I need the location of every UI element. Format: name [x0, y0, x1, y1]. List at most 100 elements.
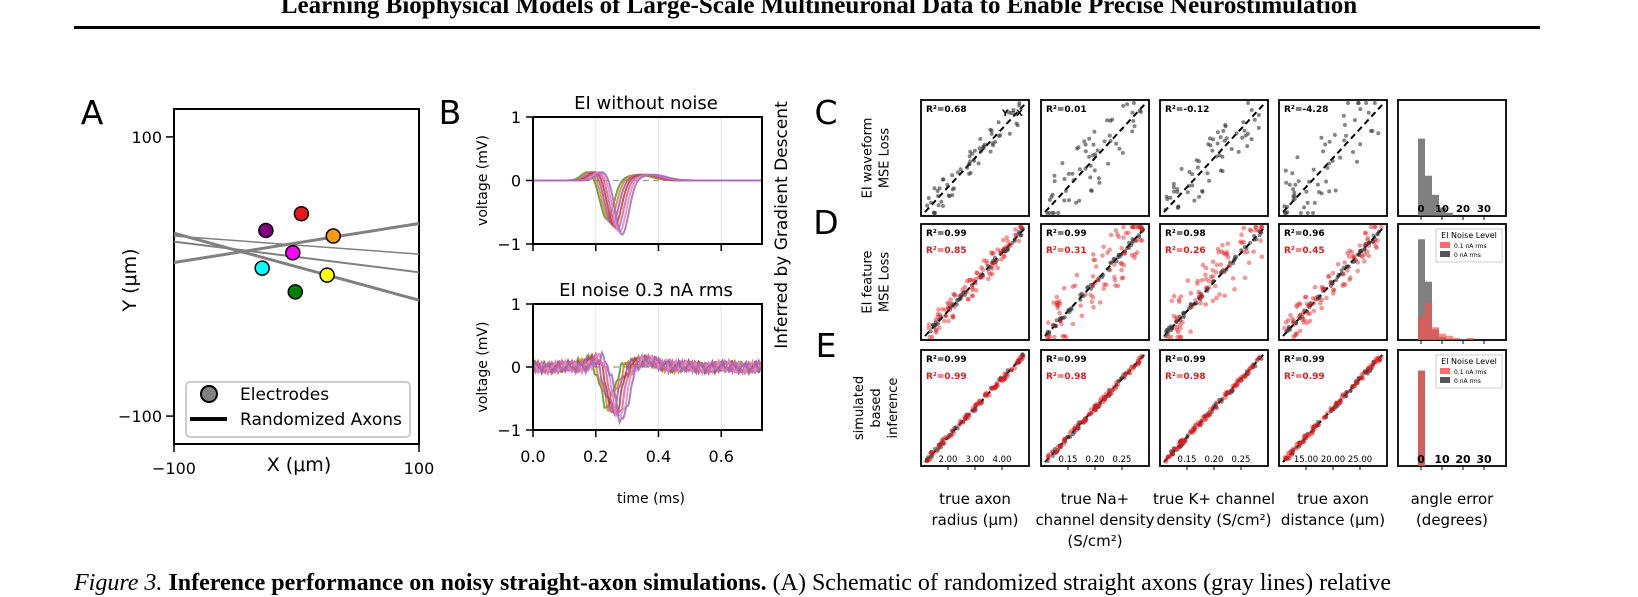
data-point: [984, 261, 990, 266]
data-point: [1126, 367, 1132, 373]
data-point: [1234, 382, 1240, 387]
data-point: [1224, 267, 1229, 272]
column-label: true axon: [939, 490, 1011, 508]
data-point: [1359, 249, 1364, 254]
data-point: [1210, 405, 1215, 410]
data-point: [1058, 318, 1063, 323]
axes-frame: [532, 303, 763, 431]
data-point: [995, 383, 1000, 388]
data-point: [1301, 310, 1306, 315]
data-point: [1206, 413, 1210, 418]
data-point: [1358, 107, 1363, 112]
data-point: [948, 306, 953, 311]
data-point: [1233, 382, 1239, 387]
data-point: [1285, 204, 1290, 209]
data-point: [1081, 417, 1087, 423]
data-point: [970, 405, 976, 411]
data-point: [1200, 415, 1206, 420]
data-point: [1129, 224, 1135, 230]
data-point: [1220, 242, 1225, 248]
data-point: [1284, 455, 1289, 461]
data-point: [1164, 194, 1169, 199]
data-point: [1177, 322, 1183, 328]
data-point: [1309, 431, 1315, 436]
x-tick-label: 0.20: [1086, 455, 1105, 465]
data-point: [1062, 436, 1068, 442]
data-point: [929, 454, 934, 459]
data-point: [1191, 429, 1196, 434]
data-point: [1165, 334, 1171, 340]
data-point: [1045, 453, 1051, 459]
data-point: [1056, 211, 1061, 215]
data-point: [1181, 438, 1187, 443]
data-point: [1343, 392, 1348, 397]
data-point: [1176, 441, 1181, 447]
data-point: [1197, 422, 1202, 427]
data-point: [1241, 249, 1247, 254]
data-point: [973, 281, 978, 285]
data-point: [1072, 430, 1077, 435]
data-point: [1351, 255, 1357, 261]
data-point: [1112, 274, 1117, 280]
data-point: [1362, 369, 1368, 375]
data-point: [1335, 262, 1341, 267]
data-point: [1237, 378, 1242, 384]
data-point: [1092, 280, 1098, 286]
data-point: [1130, 224, 1136, 230]
data-point: [1210, 268, 1216, 273]
data-point: [1180, 438, 1185, 444]
data-point: [1112, 278, 1118, 283]
data-point: [1190, 172, 1195, 177]
data-point: [1371, 233, 1376, 238]
data-point: [1227, 262, 1233, 268]
data-point: [1321, 415, 1327, 421]
r2-label: R²=-4.28: [1284, 105, 1328, 115]
data-point: [1324, 179, 1329, 184]
data-point: [1232, 382, 1238, 388]
row-label: EI waveform: [861, 118, 876, 199]
data-point: [1290, 451, 1295, 455]
data-point: [1174, 316, 1179, 321]
data-point: [1294, 304, 1300, 310]
data-point: [1301, 439, 1306, 445]
data-point: [1115, 382, 1121, 388]
data-point: [958, 292, 964, 298]
x-tick-label: 0.4: [646, 447, 671, 466]
data-point: [980, 274, 985, 280]
data-point: [1000, 378, 1005, 384]
data-point: [988, 265, 993, 270]
data-point: [1232, 286, 1237, 292]
data-point: [1171, 446, 1176, 451]
data-point: [1372, 224, 1377, 230]
data-point: [1293, 182, 1298, 187]
data-point: [1068, 307, 1073, 312]
x-tick-label: 0: [1417, 453, 1425, 466]
data-point: [1112, 262, 1117, 267]
data-point: [1292, 322, 1297, 327]
data-point: [1246, 101, 1251, 105]
hist-legend-swatch: [1440, 242, 1450, 248]
data-point: [1344, 389, 1349, 394]
data-point: [1370, 362, 1375, 368]
data-point: [1351, 383, 1357, 389]
data-point: [1004, 374, 1009, 380]
data-point: [971, 278, 977, 284]
data-point: [1180, 320, 1185, 325]
data-point: [1338, 399, 1344, 404]
data-point: [1166, 454, 1172, 460]
data-point: [1203, 413, 1208, 418]
data-point: [933, 328, 939, 333]
data-point: [1119, 375, 1124, 380]
data-point: [1331, 287, 1336, 293]
data-point: [1207, 410, 1212, 415]
data-point: [1307, 318, 1313, 324]
data-point: [1062, 437, 1067, 442]
data-point: [946, 193, 951, 198]
data-point: [965, 297, 971, 302]
data-point: [1202, 414, 1207, 419]
data-point: [1072, 427, 1077, 432]
data-point: [937, 442, 942, 448]
data-point: [1058, 301, 1063, 307]
data-point: [1115, 283, 1121, 289]
data-point: [1297, 302, 1303, 307]
